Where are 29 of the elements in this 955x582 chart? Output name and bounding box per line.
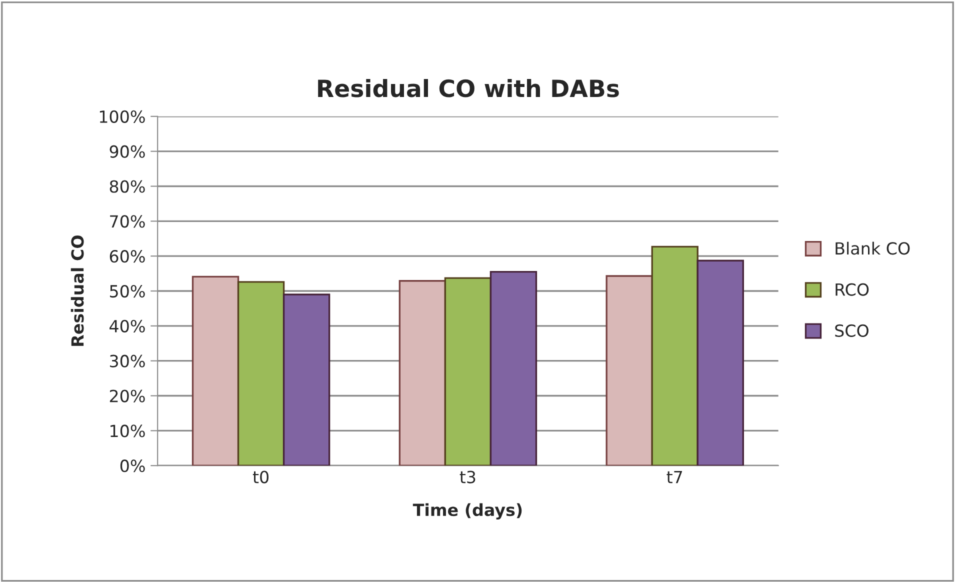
bar (192, 276, 240, 466)
bar (651, 246, 698, 466)
legend-label: Blank CO (836, 242, 910, 255)
legend-label: RCO (836, 283, 869, 296)
y-tick-label: 60% (110, 250, 145, 263)
y-tick-label: 70% (110, 215, 145, 228)
bar (282, 294, 330, 466)
bar (606, 275, 653, 466)
legend-label: SCO (835, 324, 868, 337)
y-tick-label: 50% (110, 284, 145, 298)
bar (398, 280, 446, 466)
y-tick-label: 20% (110, 390, 145, 402)
y-tick-label: 90% (110, 145, 145, 158)
y-tick-label: 0% (120, 460, 145, 472)
x-axis-title: Time (days) (412, 503, 522, 520)
y-tick-label: 80% (110, 180, 145, 193)
x-tick-label: t7 (666, 470, 682, 484)
bar (444, 277, 492, 466)
x-tick-label: t3 (460, 470, 476, 484)
bar (237, 281, 285, 466)
chart-title: Residual CO with DABs (318, 79, 619, 98)
y-tick-label: 40% (110, 320, 145, 332)
y-axis-title: Residual CO (70, 235, 84, 346)
y-tick-label: 10% (110, 424, 145, 438)
x-tick-label: t0 (252, 470, 268, 484)
bar (490, 270, 538, 466)
y-tick-label: 100% (100, 110, 145, 123)
y-tick-label: 30% (110, 354, 145, 368)
bar (696, 260, 744, 466)
